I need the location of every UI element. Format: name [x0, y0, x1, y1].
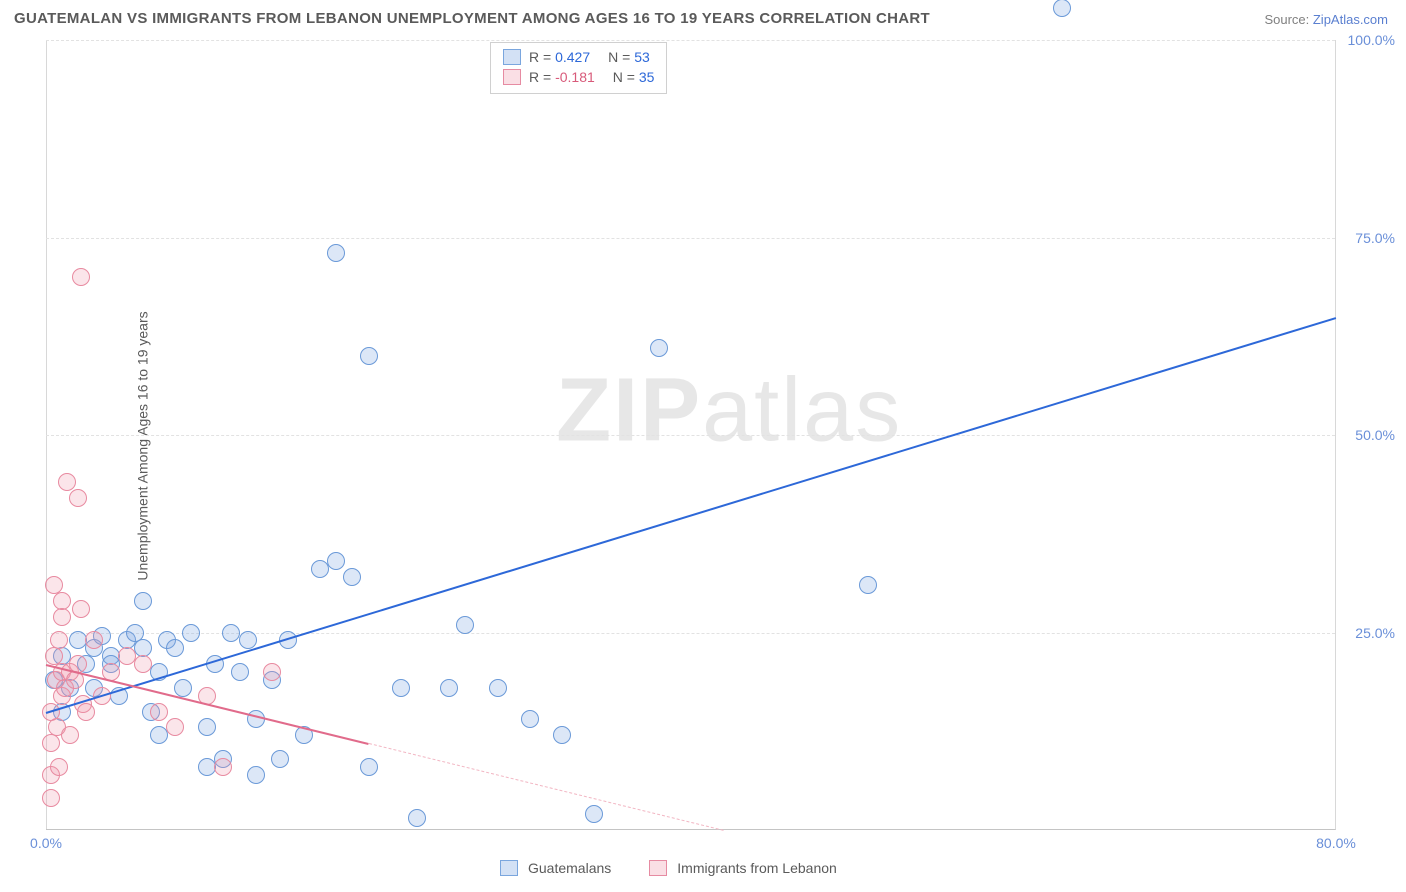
data-point: [50, 631, 68, 649]
data-point: [271, 750, 289, 768]
x-tick-label: 0.0%: [30, 835, 62, 851]
swatch-pink-icon: [503, 69, 521, 85]
data-point: [408, 809, 426, 827]
legend-r-value: 0.427: [555, 49, 590, 65]
legend-n-value: 53: [634, 49, 650, 65]
data-point: [72, 600, 90, 618]
legend-n-label: N = 35: [613, 69, 655, 85]
data-point: [61, 726, 79, 744]
data-point: [134, 592, 152, 610]
source-link[interactable]: ZipAtlas.com: [1313, 12, 1388, 27]
watermark-zip: ZIP: [556, 360, 702, 460]
data-point: [72, 268, 90, 286]
data-point: [182, 624, 200, 642]
data-point: [327, 552, 345, 570]
data-point: [85, 631, 103, 649]
gridline: [46, 238, 1335, 239]
swatch-blue-icon: [503, 49, 521, 65]
data-point: [239, 631, 257, 649]
data-point: [174, 679, 192, 697]
data-point: [214, 758, 232, 776]
data-point: [69, 489, 87, 507]
legend-label-guatemalans: Guatemalans: [528, 860, 611, 876]
y-tick-label: 100.0%: [1348, 32, 1395, 48]
chart-title: GUATEMALAN VS IMMIGRANTS FROM LEBANON UN…: [14, 10, 930, 27]
y-tick-label: 25.0%: [1355, 625, 1395, 641]
data-point: [859, 576, 877, 594]
data-point: [42, 734, 60, 752]
data-point: [150, 703, 168, 721]
legend-r-label: R = -0.181: [529, 69, 595, 85]
legend-correlation: R = 0.427 N = 53 R = -0.181 N = 35: [490, 42, 667, 94]
data-point: [166, 718, 184, 736]
legend-n-value: 35: [639, 69, 655, 85]
watermark-atlas: atlas: [702, 360, 902, 460]
data-point: [360, 758, 378, 776]
data-point: [440, 679, 458, 697]
source-prefix: Source:: [1264, 12, 1312, 27]
data-point: [231, 663, 249, 681]
legend-r-value: -0.181: [555, 69, 595, 85]
data-point: [343, 568, 361, 586]
data-point: [650, 339, 668, 357]
watermark: ZIPatlas: [556, 359, 902, 462]
data-point: [521, 710, 539, 728]
plot-area: ZIPatlas 25.0%50.0%75.0%100.0%0.0%80.0%: [46, 40, 1336, 830]
y-tick-label: 75.0%: [1355, 230, 1395, 246]
y-tick-label: 50.0%: [1355, 427, 1395, 443]
gridline: [46, 40, 1335, 41]
source-citation: Source: ZipAtlas.com: [1264, 12, 1388, 27]
data-point: [553, 726, 571, 744]
swatch-blue-icon: [500, 860, 518, 876]
data-point: [585, 805, 603, 823]
data-point: [1053, 0, 1071, 17]
data-point: [134, 655, 152, 673]
x-tick-label: 80.0%: [1316, 835, 1356, 851]
data-point: [53, 608, 71, 626]
data-point: [50, 758, 68, 776]
legend-row-lebanon: R = -0.181 N = 35: [503, 67, 654, 87]
data-point: [53, 592, 71, 610]
data-point: [198, 718, 216, 736]
data-point: [166, 639, 184, 657]
legend-r-label: R = 0.427: [529, 49, 590, 65]
data-point: [489, 679, 507, 697]
data-point: [42, 789, 60, 807]
legend-series: Guatemalans Immigrants from Lebanon: [500, 860, 837, 876]
data-point: [58, 473, 76, 491]
legend-n-label: N = 53: [608, 49, 650, 65]
data-point: [247, 766, 265, 784]
data-point: [360, 347, 378, 365]
legend-label-lebanon: Immigrants from Lebanon: [677, 860, 837, 876]
data-point: [77, 703, 95, 721]
data-point: [263, 663, 281, 681]
swatch-pink-icon: [649, 860, 667, 876]
trend-line: [46, 317, 1337, 714]
chart-container: GUATEMALAN VS IMMIGRANTS FROM LEBANON UN…: [0, 0, 1406, 892]
gridline: [46, 435, 1335, 436]
legend-row-guatemalans: R = 0.427 N = 53: [503, 47, 654, 67]
data-point: [456, 616, 474, 634]
data-point: [327, 244, 345, 262]
data-point: [392, 679, 410, 697]
